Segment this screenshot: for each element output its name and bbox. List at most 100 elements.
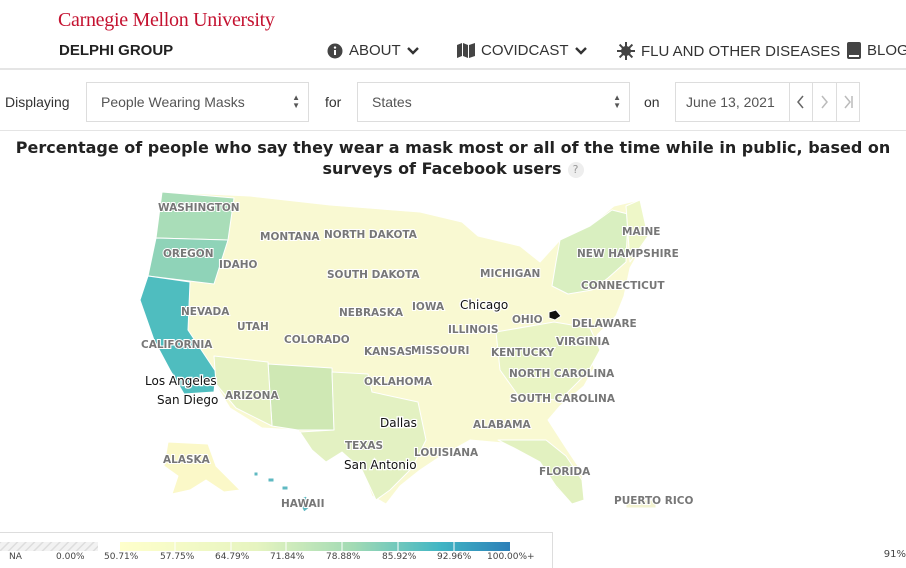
state-virginia-carolinas[interactable] [495,321,601,401]
state-hawaii[interactable] [297,495,313,513]
legend-scale [0,542,510,551]
state-label: OREGON [163,248,214,260]
cmu-logo[interactable]: Carnegie Mellon University [58,9,275,31]
state-label: MISSOURI [411,345,469,357]
state-label: VIRGINIA [556,336,610,348]
state-label: WASHINGTON [158,202,240,214]
state-washington[interactable] [155,191,235,241]
legend-tick: 57.75% [160,552,195,562]
state-label: UTAH [237,321,269,333]
state-label: SOUTH CAROLINA [510,393,616,405]
state-label: MICHIGAN [480,268,540,280]
nav-flu[interactable]: FLU AND OTHER DISEASES [617,42,840,60]
state-label: ALABAMA [473,419,532,431]
state-dc[interactable] [548,309,562,321]
city-label: Chicago [460,298,508,312]
legend-tick: 71.84% [270,552,305,562]
state-label: ALASKA [163,454,211,466]
zoom-level: 91% [883,549,906,560]
signal-select[interactable]: People Wearing Masks ▲ ▼ [86,82,309,122]
state-texas[interactable] [299,371,427,501]
displaying-label: Displaying [5,94,70,110]
nav-covidcast[interactable]: COVIDCAST [457,42,587,59]
state-label: CALIFORNIA [141,339,213,351]
legend-gradient [120,542,510,551]
legend-tick: 64.79% [215,552,250,562]
state-label: KENTUCKY [491,347,555,359]
on-label: on [644,94,660,110]
prev-date-button[interactable] [790,83,814,121]
info-icon [327,43,343,58]
city-labels: Chicago Los Angeles San Diego Dallas San… [144,297,510,474]
state-label: SOUTH DAKOTA [327,269,420,281]
region-select[interactable]: States ▲ ▼ [357,82,630,122]
site-header: Carnegie Mellon University DELPHI GROUP … [0,0,906,70]
state-label: NEW HAMPSHIRE [577,248,679,260]
legend-tick: 78.88% [326,552,361,562]
state-oregon[interactable] [147,237,229,285]
state-puerto-rico[interactable] [625,499,657,509]
region-select-value: States [372,94,412,110]
state-maine[interactable] [625,199,649,263]
state-new-york[interactable] [551,209,629,295]
signal-select-value: People Wearing Masks [101,94,245,110]
state-label: MONTANA [260,231,320,243]
state-label: COLORADO [284,334,350,346]
legend-tick: 92.96% [437,552,472,562]
state-label: ILLINOIS [448,324,498,336]
map-icon [457,43,475,58]
skip-to-end-icon [844,95,853,109]
next-date-button[interactable] [813,83,837,121]
last-date-button[interactable] [837,83,859,121]
legend-na-label: NA [9,552,22,562]
chevron-right-icon [821,95,829,109]
state-label: KANSAS [364,346,412,358]
date-value[interactable]: June 13, 2021 [676,83,790,121]
state-california[interactable] [139,275,217,395]
for-label: for [325,94,342,110]
state-label: MAINE [622,226,660,238]
choropleth-map[interactable]: WASHINGTON OREGON CALIFORNIA NEVADA IDAH… [0,185,906,530]
city-label: San Diego [157,393,218,407]
legend-tick: 100.00%+ [487,552,535,562]
state-label: ARIZONA [225,390,279,402]
select-arrows-icon: ▲ ▼ [613,93,621,110]
state-label: HAWAII [281,498,325,510]
chevron-left-icon [796,95,804,109]
state-label: LOUISIANA [414,447,479,459]
legend-na-swatch [0,542,98,551]
city-label: Dallas [380,416,417,430]
state-label: OHIO [512,314,543,326]
city-label: Los Angeles [145,374,217,388]
date-picker[interactable]: June 13, 2021 [675,82,860,122]
state-label: PUERTO RICO [614,495,693,507]
city-label: San Antonio [344,458,417,472]
legend-tick: 0.00% [56,552,85,562]
state-label: DELAWARE [572,318,637,330]
state-label: TEXAS [345,440,383,452]
chevron-down-icon [406,46,419,55]
nav-blog[interactable]: BLOG [847,42,906,59]
controls-bar: Displaying People Wearing Masks ▲ ▼ for S… [0,72,906,131]
color-legend: NA 0.00% 50.71% 57.75% 64.79% 71.84% 78.… [0,532,553,568]
nav-flu-label: FLU AND OTHER DISEASES [641,42,841,60]
chevron-down-icon [574,46,587,55]
state-label: OKLAHOMA [364,376,433,388]
state-label: NEBRASKA [339,307,404,319]
state-labels: WASHINGTON OREGON CALIFORNIA NEVADA IDAH… [140,201,694,511]
state-label: NEVADA [181,306,230,318]
help-icon[interactable]: ? [567,161,584,178]
map-title-text: Percentage of people who say they wear a… [15,138,891,178]
state-hawaii-small[interactable] [253,471,289,491]
state-arizona[interactable] [213,355,273,427]
map-title: Percentage of people who say they wear a… [0,137,906,179]
state-alaska[interactable] [163,441,241,495]
book-icon [847,42,861,59]
state-label: IDAHO [219,259,258,271]
delphi-group-title[interactable]: DELPHI GROUP [59,42,174,59]
nav-about[interactable]: ABOUT [327,42,419,59]
state-label: FLORIDA [539,466,591,478]
state-florida[interactable] [497,439,585,505]
nav-blog-label: BLOG [867,42,906,59]
legend-tick: 50.71% [104,552,139,562]
